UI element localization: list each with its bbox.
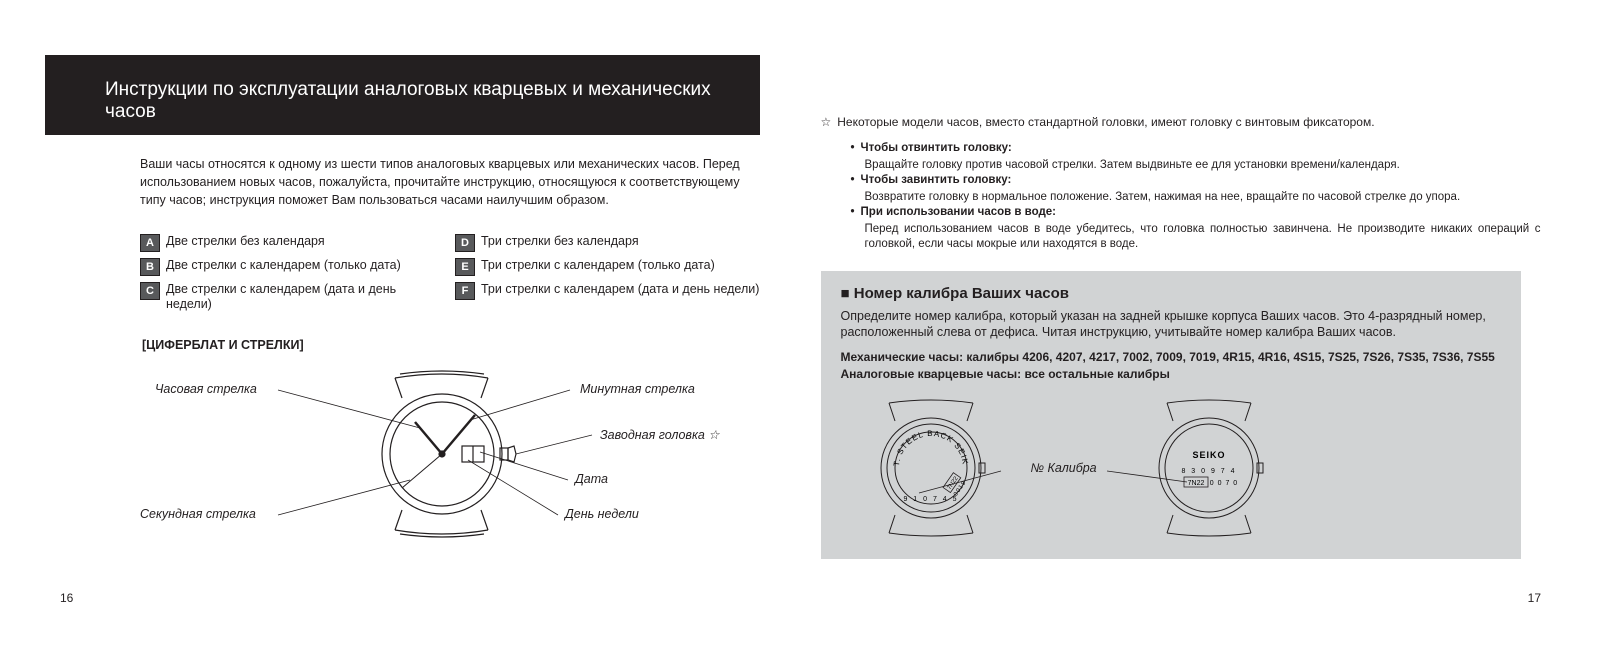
left-content: Ваши часы относятся к одному из шести ти… (140, 155, 760, 560)
svg-text:0 0 7 0: 0 0 7 0 (1209, 480, 1237, 487)
svg-text:7N22: 7N22 (1187, 480, 1204, 487)
bullet-item: •При использовании часов в воде: (851, 205, 1541, 221)
page-left: Инструкции по эксплуатации аналоговых кв… (0, 0, 801, 663)
label-second: Секундная стрелка (140, 507, 256, 521)
bullet-text: Возвратите головку в нормальное положени… (851, 190, 1541, 206)
caseback-row: ST. STEEL BACK SEIKO 7N22 0019 9 1 0 7 4… (841, 393, 1501, 543)
page-number-right: 17 (1528, 591, 1541, 605)
label-date: Дата (575, 472, 608, 486)
dial-heading: [ЦИФЕРБЛАТ И СТРЕЛКИ] (142, 338, 760, 352)
svg-text:9 1 0 7 4 5: 9 1 0 7 4 5 (903, 496, 958, 503)
crown-instructions: •Чтобы отвинтить головку: Вращайте голов… (821, 141, 1541, 253)
svg-text:ST. STEEL BACK SEIKO: ST. STEEL BACK SEIKO (841, 393, 970, 467)
bullet-item: •Чтобы отвинтить головку: (851, 141, 1541, 157)
svg-text:8 3 0 9 7 4: 8 3 0 9 7 4 (1181, 468, 1236, 475)
bullet-bold: Чтобы завинтить головку: (861, 173, 1012, 189)
type-row: E Три стрелки с календарем (только дата) (455, 258, 760, 276)
type-label: Две стрелки без календаря (166, 234, 325, 249)
svg-text:SEIKO: SEIKO (1192, 450, 1225, 460)
label-hour: Часовая стрелка (155, 382, 257, 396)
bullet-item: •Чтобы завинтить головку: (851, 173, 1541, 189)
title-bar: Инструкции по эксплуатации аналоговых кв… (45, 55, 760, 135)
type-row: A Две стрелки без календаря (140, 234, 445, 252)
types-col-1: A Две стрелки без календаря B Две стрелки … (140, 234, 445, 318)
type-key: A (140, 234, 160, 252)
caliber-body: Определите номер калибра, который указан… (841, 308, 1501, 342)
mech-line: Механические часы: калибры 4206, 4207, 4… (841, 350, 1495, 364)
type-key: E (455, 258, 475, 276)
caliber-title: Номер калибра Ваших часов (841, 285, 1501, 302)
type-label: Две стрелки с календарем (дата и день не… (166, 282, 445, 312)
bullet-text: Вращайте головку против часовой стрелки.… (851, 158, 1541, 174)
intro-text: Ваши часы относятся к одному из шести ти… (140, 155, 760, 209)
type-row: C Две стрелки с календарем (дата и день н… (140, 282, 445, 312)
page-number-left: 16 (60, 591, 73, 605)
type-label: Три стрелки без календаря (481, 234, 639, 249)
watch-types: A Две стрелки без календаря B Две стрелки … (140, 234, 760, 318)
label-minute: Минутная стрелка (580, 382, 695, 396)
type-label: Две стрелки с календарем (только дата) (166, 258, 401, 273)
type-key: B (140, 258, 160, 276)
star-note: ☆ Некоторые модели часов, вместо стандар… (821, 115, 1541, 129)
type-row: D Три стрелки без календаря (455, 234, 760, 252)
type-row: F Три стрелки с календарем (дата и день н… (455, 282, 760, 300)
type-key: F (455, 282, 475, 300)
caliber-box: Номер калибра Ваших часов Определите ном… (821, 271, 1521, 559)
label-day: День недели (565, 507, 639, 521)
right-content: ☆ Некоторые модели часов, вместо стандар… (821, 115, 1541, 559)
type-label: Три стрелки с календарем (дата и день не… (481, 282, 759, 297)
caliber-mech: Механические часы: калибры 4206, 4207, 4… (841, 349, 1501, 383)
watch-diagram: Часовая стрелка Секундная стрелка Минутн… (140, 360, 760, 560)
bullet-text: Перед использованием часов в воде убедит… (851, 222, 1541, 253)
types-col-2: D Три стрелки без календаря E Три стрелки … (455, 234, 760, 318)
label-crown: Заводная головка ☆ (600, 427, 719, 442)
type-row: B Две стрелки с календарем (только дата) (140, 258, 445, 276)
star-note-text: Некоторые модели часов, вместо стандартн… (837, 115, 1374, 129)
caseback-2-svg: SEIKO 8 3 0 9 7 4 7N22 0 0 7 0 (1107, 393, 1307, 543)
caseback-1-svg: ST. STEEL BACK SEIKO 7N22 0019 9 1 0 7 4… (841, 393, 1021, 543)
type-label: Три стрелки с календарем (только дата) (481, 258, 715, 273)
quartz-line: Аналоговые кварцевые часы: все остальные… (841, 367, 1170, 381)
page-title: Инструкции по эксплуатации аналоговых кв… (105, 79, 760, 123)
star-icon: ☆ (821, 115, 832, 129)
type-key: C (140, 282, 160, 300)
bullet-bold: При использовании часов в воде: (861, 205, 1056, 221)
page-right: ☆ Некоторые модели часов, вместо стандар… (801, 0, 1601, 663)
bullet-bold: Чтобы отвинтить головку: (861, 141, 1012, 157)
caliber-no-label: № Калибра (1031, 461, 1097, 475)
type-key: D (455, 234, 475, 252)
